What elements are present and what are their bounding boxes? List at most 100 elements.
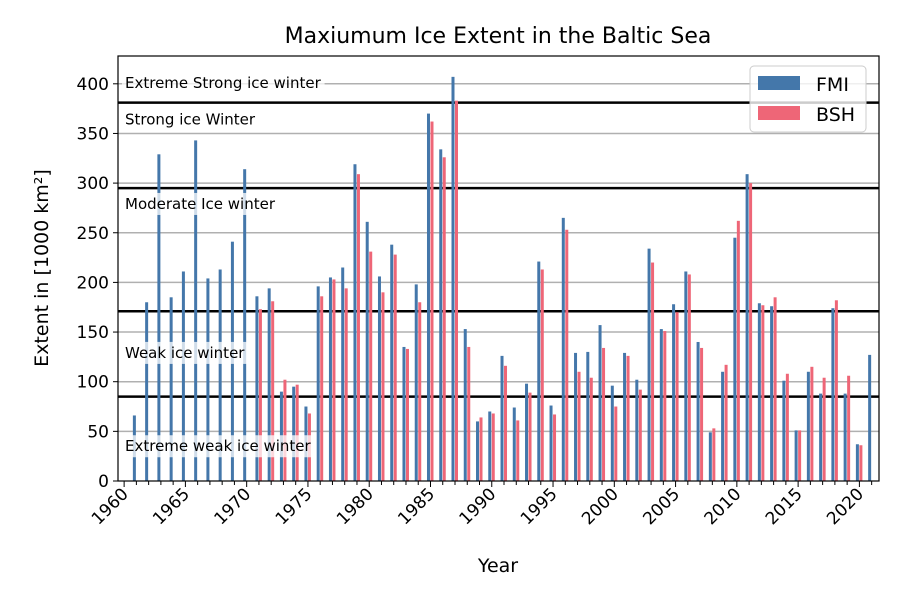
bar-bsh-1995	[553, 414, 557, 481]
bar-bsh-2013	[773, 297, 777, 481]
bar-bsh-1978	[344, 288, 348, 481]
legend-swatch-bsh	[758, 106, 800, 120]
bar-fmi-1983	[402, 346, 406, 481]
bar-bsh-2010	[736, 220, 740, 482]
bar-fmi-1978	[341, 267, 345, 481]
bar-bsh-1983	[405, 348, 409, 481]
bar-fmi-1974	[292, 386, 296, 481]
band-label: Moderate Ice winter	[125, 195, 276, 213]
bar-fmi-1976	[316, 286, 320, 481]
bar-bsh-1977	[332, 279, 336, 481]
bar-fmi-1977	[328, 277, 332, 481]
bar-bsh-1997	[577, 371, 581, 481]
bar-fmi-1963	[157, 154, 161, 481]
x-tick-label: 1990	[456, 484, 501, 529]
bar-fmi-1962	[145, 302, 149, 481]
y-tick-label: 300	[77, 174, 109, 194]
y-tick-label: 400	[77, 75, 109, 95]
bar-fmi-1991	[500, 355, 504, 481]
bar-fmi-2017	[819, 393, 823, 481]
bar-bsh-1998	[589, 377, 593, 481]
y-tick-label: 350	[77, 124, 109, 144]
bar-fmi-1971	[255, 296, 259, 481]
bar-bsh-2014	[785, 373, 789, 481]
bar-fmi-1993	[525, 383, 529, 481]
bar-bsh-1994	[540, 269, 544, 481]
x-tick-label: 1970	[210, 484, 255, 529]
bar-fmi-2018	[831, 308, 835, 481]
bar-bsh-1985	[430, 121, 434, 481]
legend-label-bsh: BSH	[816, 104, 855, 126]
bar-fmi-2001	[623, 352, 627, 481]
bar-fmi-1987	[451, 76, 455, 481]
bar-fmi-1970	[243, 169, 247, 481]
bar-fmi-2008	[708, 432, 712, 481]
bar-bsh-1989	[479, 417, 483, 481]
bar-fmi-1964	[169, 297, 173, 481]
bar-fmi-2011	[745, 174, 749, 481]
bar-fmi-2006	[684, 271, 688, 481]
x-axis-label: Year	[477, 555, 518, 577]
bar-bsh-1993	[528, 392, 532, 481]
bar-fmi-1981	[377, 276, 381, 481]
bar-fmi-2016	[806, 371, 810, 481]
bar-bsh-1981	[381, 292, 385, 481]
x-tick-label: 1960	[88, 484, 133, 529]
bar-fmi-2019	[843, 393, 847, 481]
plot-frame	[117, 55, 880, 482]
bar-fmi-2003	[647, 248, 651, 481]
bar-bsh-1986	[442, 157, 446, 482]
bar-bsh-2019	[847, 375, 851, 481]
legend-swatch-fmi	[758, 76, 800, 90]
legend-label-fmi: FMI	[816, 74, 849, 96]
y-tick-label: 200	[77, 273, 109, 293]
bar-fmi-1979	[353, 164, 357, 482]
y-tick-label: 0	[98, 472, 109, 492]
legend: FMI BSH	[749, 65, 867, 133]
bar-bsh-1979	[356, 174, 360, 481]
bar-fmi-2021	[868, 354, 872, 481]
band-label-background	[122, 192, 279, 215]
bar-bsh-2018	[834, 300, 838, 481]
bar-fmi-1986	[439, 149, 443, 481]
y-tick-label: 150	[77, 323, 109, 343]
bar-bsh-2001	[626, 355, 630, 481]
bar-bsh-1999	[602, 347, 606, 481]
bar-bsh-1992	[516, 420, 520, 481]
x-tick-label: 2015	[762, 484, 807, 529]
bar-bsh-1987	[454, 100, 458, 482]
bar-bsh-1991	[504, 365, 508, 481]
bar-bsh-2009	[724, 364, 728, 481]
band-label-background	[122, 108, 259, 131]
bar-fmi-1982	[390, 244, 394, 481]
bar-fmi-2012	[757, 303, 761, 481]
bar-fmi-2007	[696, 341, 700, 481]
band-label: Weak ice winter	[125, 344, 245, 362]
bar-bsh-1971	[258, 309, 262, 481]
bar-fmi-1965	[181, 271, 185, 481]
bar-fmi-2013	[770, 306, 774, 481]
band-label: Strong ice Winter	[125, 111, 256, 129]
bar-bsh-2012	[761, 305, 765, 481]
bar-bsh-2020	[859, 445, 863, 481]
bar-bsh-1972	[271, 301, 275, 481]
bar-fmi-1997	[574, 352, 578, 481]
bar-fmi-1995	[549, 405, 553, 481]
bar-fmi-1989	[476, 421, 480, 481]
bar-fmi-2014	[782, 380, 786, 481]
bar-fmi-1998	[586, 351, 590, 481]
bar-bsh-2011	[749, 183, 753, 482]
bar-bsh-2005	[675, 312, 679, 481]
bar-bsh-2015	[798, 430, 802, 481]
bar-fmi-1994	[537, 261, 541, 481]
y-axis-label: Extent in [1000 km²]	[31, 169, 53, 367]
bar-bsh-2017	[822, 377, 826, 481]
bar-fmi-2004	[659, 329, 663, 481]
bar-fmi-2009	[721, 371, 725, 481]
bar-fmi-1992	[512, 407, 516, 481]
bar-bsh-2008	[712, 428, 716, 481]
bar-fmi-1985	[426, 113, 430, 482]
bar-fmi-1988	[463, 329, 467, 481]
bar-bsh-1990	[491, 413, 495, 481]
bar-bsh-1976	[320, 296, 324, 481]
